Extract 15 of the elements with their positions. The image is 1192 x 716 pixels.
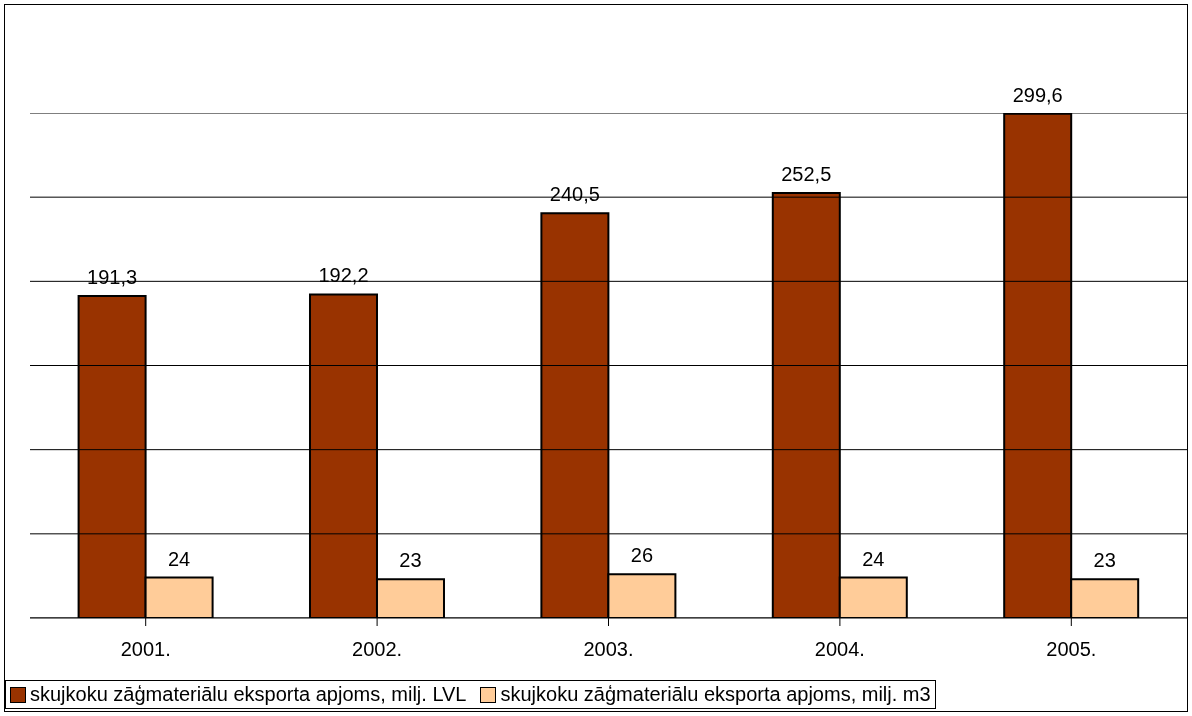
x-tick-label: 2004. [814, 638, 865, 661]
data-label: 23 [1093, 549, 1116, 572]
data-label: 252,5 [781, 162, 832, 185]
x-tick-label: 2005. [1046, 638, 1097, 661]
x-tick-label: 2002. [352, 638, 403, 661]
data-label: 26 [630, 544, 654, 567]
data-label: 299,6 [1012, 83, 1063, 106]
data-label: 192,2 [318, 264, 369, 287]
data-label: 24 [862, 547, 885, 570]
x-tick-label: 2001. [120, 638, 171, 661]
data-label: 23 [399, 549, 422, 572]
x-tick-label: 2003. [583, 638, 634, 661]
legend-label: skujkoku zāģmateriālu eksporta apjoms, milj. m3 [499, 683, 931, 706]
legend-label: skujkoku zāģmateriālu eksporta apjoms, milj. LVL [29, 683, 467, 706]
data-label: 24 [167, 547, 191, 570]
